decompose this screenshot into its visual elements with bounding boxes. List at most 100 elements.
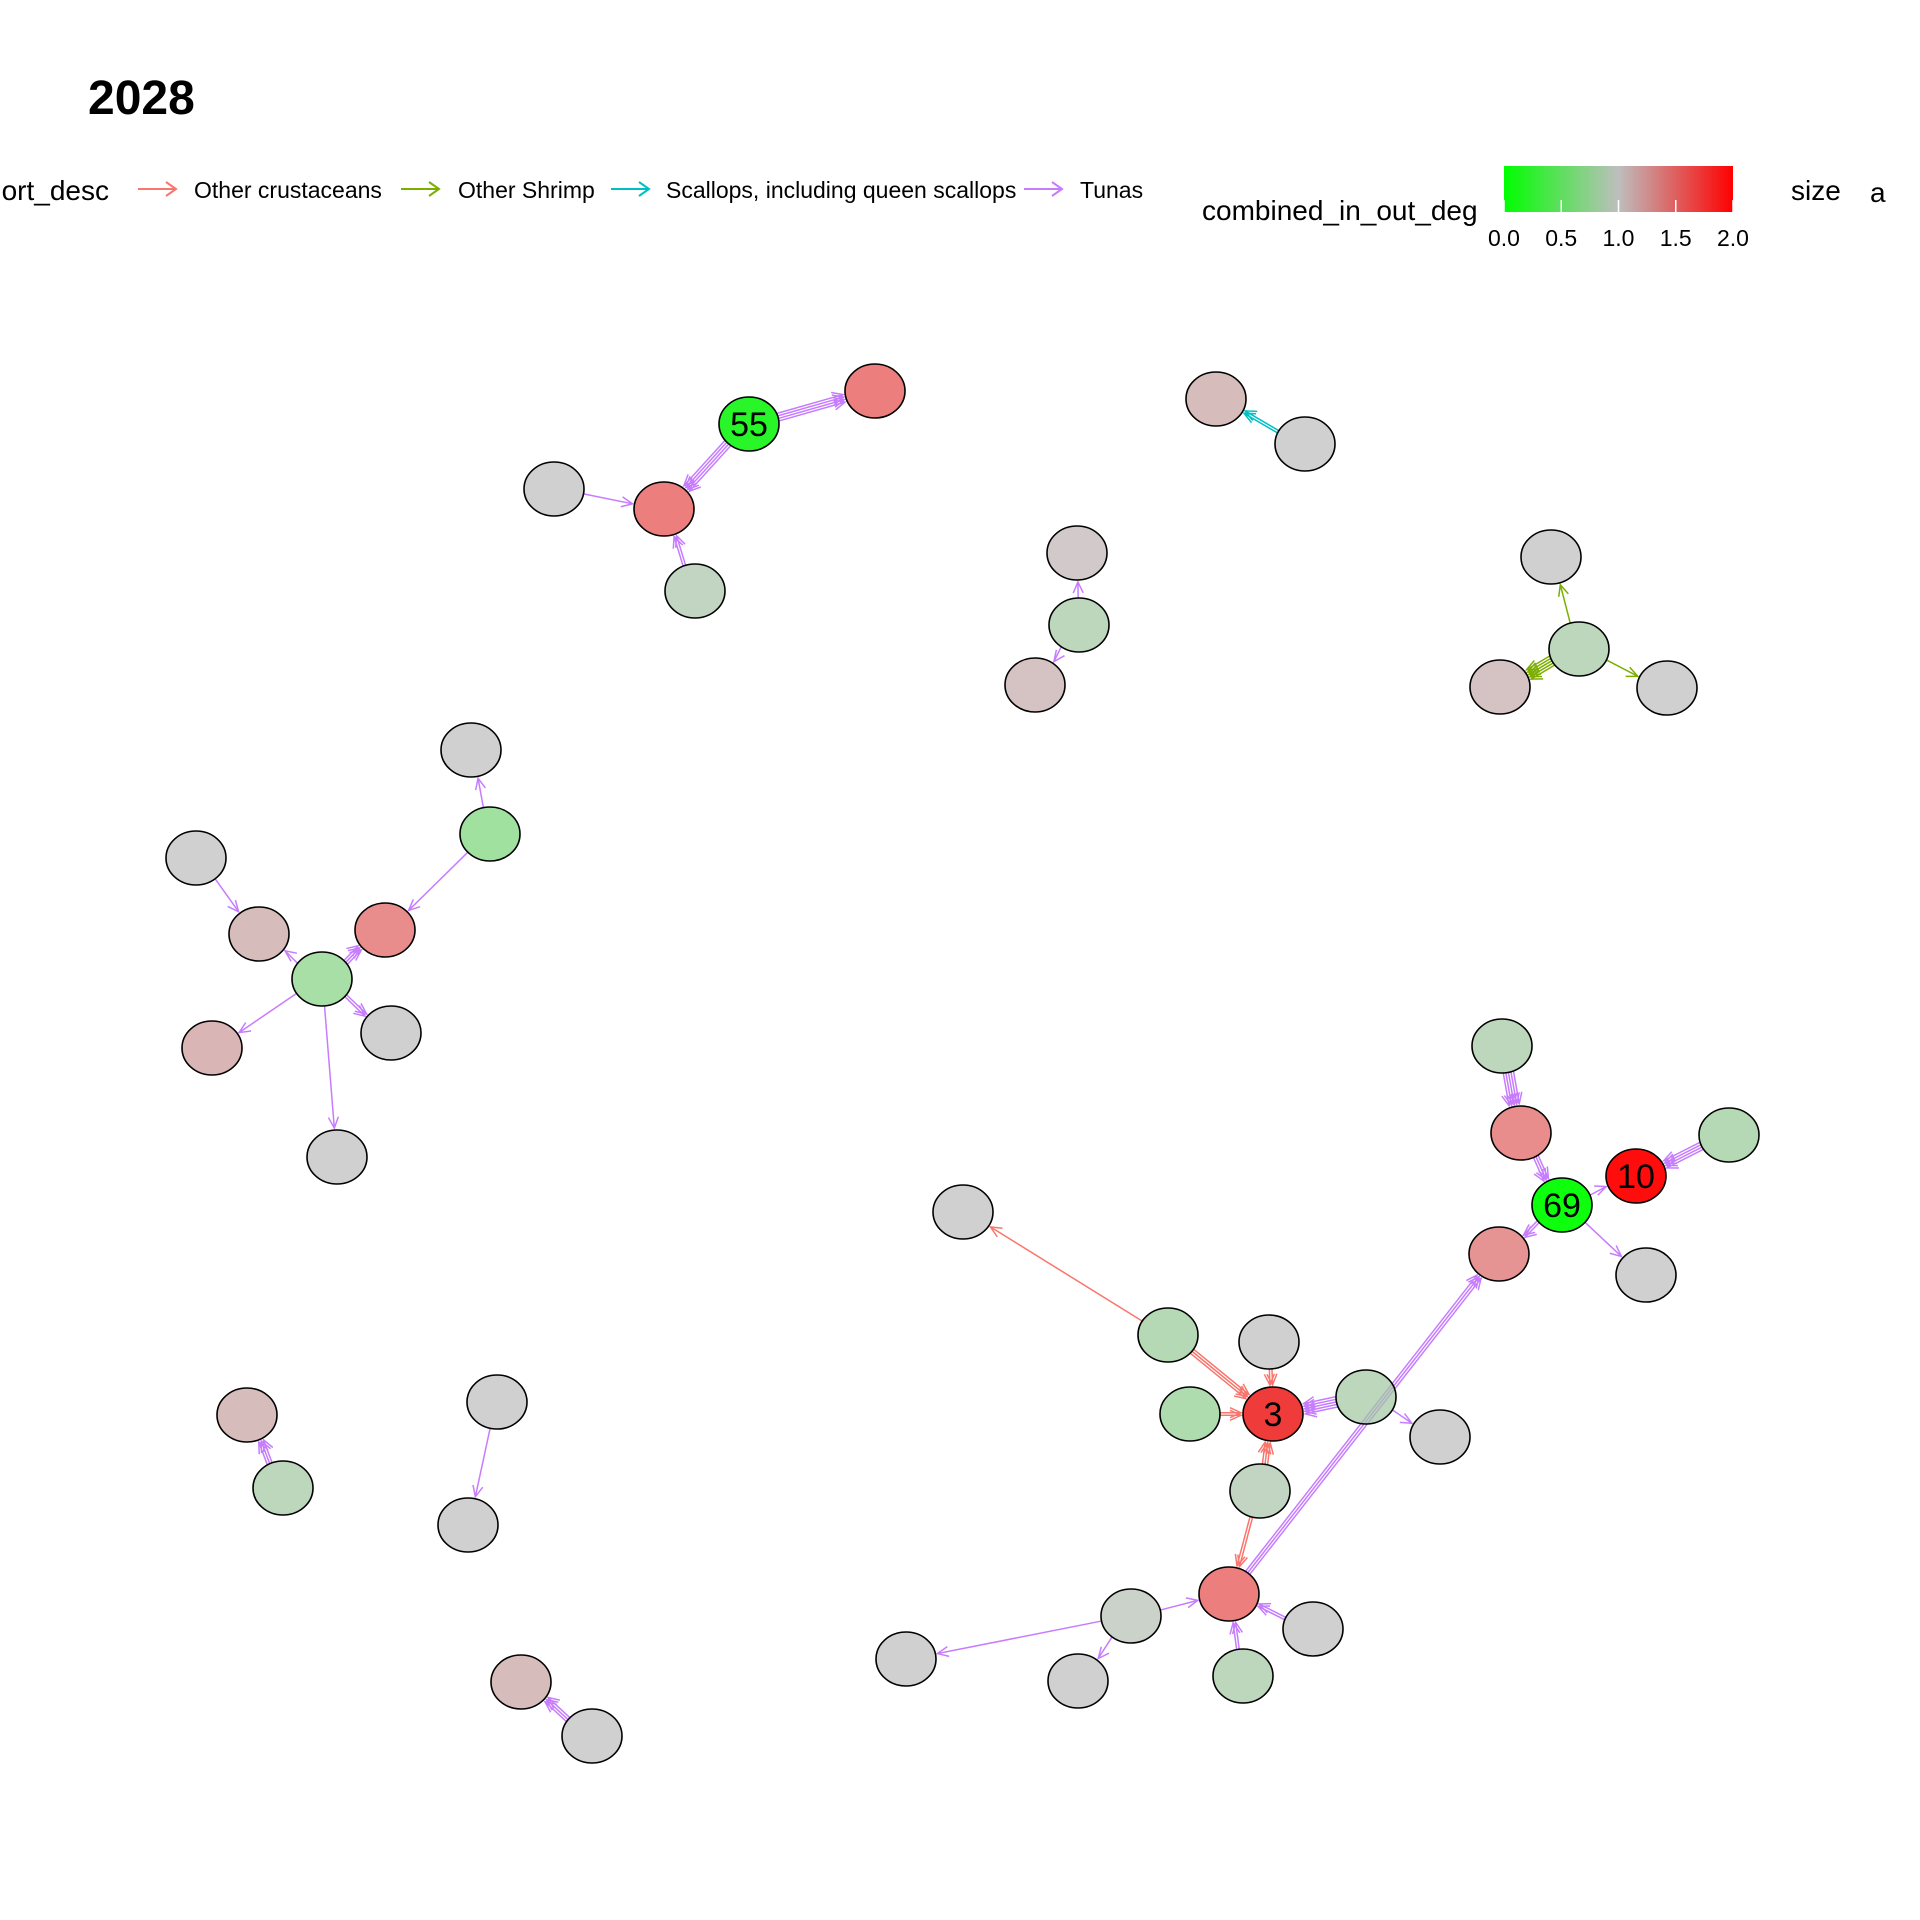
edge-line	[1191, 1350, 1248, 1398]
node-circle	[291, 951, 353, 1007]
edge-arrowhead	[407, 899, 421, 912]
edge-g7-n3	[1257, 1440, 1275, 1465]
node-circle	[437, 1497, 499, 1553]
edge-arrowhead	[1594, 1185, 1608, 1196]
edge-arrowhead	[1522, 1224, 1536, 1237]
edge-line	[685, 441, 728, 489]
edge-line	[1238, 1517, 1254, 1567]
color-legend: combined_in_out_deg 0.0 0.5 1.0 1.5 2.0	[1202, 166, 1749, 251]
edge-f1-f2	[1501, 1071, 1523, 1108]
nodes: 55 10 69 3	[165, 363, 1760, 1764]
node-circle	[459, 806, 521, 862]
edge-arrowhead	[1609, 1245, 1623, 1258]
edge-line	[1257, 1605, 1286, 1621]
edge-n55-a1	[776, 391, 847, 422]
node-g9	[1100, 1588, 1162, 1644]
node-circle	[1520, 529, 1582, 585]
node-circle	[875, 1631, 937, 1687]
edge-line	[1532, 1157, 1545, 1182]
edge-arrowhead	[1185, 1597, 1200, 1609]
node-e2	[459, 806, 521, 862]
node-e9	[306, 1129, 368, 1185]
edge-n69-f4	[1522, 1220, 1540, 1239]
edge-line	[1559, 584, 1571, 624]
node-circle	[1469, 659, 1531, 715]
edge-n69-f5	[1584, 1221, 1623, 1258]
node-circle	[932, 1184, 994, 1240]
edge-arrowhead	[1501, 1093, 1513, 1108]
node-n3: 3	[1242, 1386, 1304, 1442]
edge-arrowhead	[1242, 412, 1257, 424]
edge-arrowhead	[1243, 410, 1258, 421]
edge-legend-title: short_desc	[0, 175, 109, 206]
node-n55: 55	[718, 396, 780, 452]
node-e8	[360, 1005, 422, 1061]
edge-arrowhead	[472, 1484, 484, 1499]
edge-a4-a3	[672, 533, 687, 567]
edge-line	[776, 393, 844, 415]
node-f2	[1490, 1105, 1552, 1161]
node-circle	[664, 563, 726, 619]
edge-line	[675, 535, 687, 566]
edge-arrowhead	[1538, 1166, 1550, 1181]
node-g1	[932, 1184, 994, 1240]
edge-f2-n69	[1532, 1154, 1550, 1183]
node-d1	[1520, 529, 1582, 585]
edge-line	[214, 878, 240, 913]
node-b2	[1274, 416, 1336, 472]
edge-legend-arrow-other-crustaceans	[165, 181, 178, 197]
edge-g13-g8	[1229, 1620, 1244, 1650]
edge-legend-label-tunas: Tunas	[1080, 177, 1143, 203]
edge-legend: short_desc Other crustaceans Other Shrim…	[0, 175, 1143, 206]
edge-line	[1258, 1603, 1287, 1619]
node-label: 10	[1617, 1158, 1655, 1196]
edge-arrowhead	[227, 899, 240, 914]
node-circle	[1468, 1226, 1530, 1282]
edge-line	[1234, 1622, 1240, 1650]
edge-arrowhead	[1237, 1383, 1251, 1396]
colorbar-ticks: 0.0 0.5 1.0 1.5 2.0	[1488, 200, 1749, 251]
edge-arrowhead	[1266, 1373, 1278, 1387]
edge-line	[1502, 1073, 1510, 1106]
node-a4	[664, 563, 726, 619]
edge-a2-a3	[583, 493, 635, 508]
node-circle	[228, 906, 290, 962]
node-circle	[354, 902, 416, 958]
node-h4	[437, 1497, 499, 1553]
edge-g3-n3	[1263, 1368, 1278, 1387]
edge-e6-e4	[283, 949, 299, 964]
node-f3	[1698, 1107, 1760, 1163]
node-g2	[1137, 1307, 1199, 1363]
edge-arrowhead	[1557, 583, 1569, 597]
edge-g9-g8	[1160, 1597, 1200, 1611]
node-circle	[844, 363, 906, 419]
edge-legend-label-scallops: Scallops, including queen scallops	[666, 177, 1016, 203]
edge-arrowhead	[1229, 1621, 1241, 1635]
node-circle	[1004, 657, 1066, 713]
edge-line	[778, 398, 845, 420]
edge-line	[1097, 1636, 1113, 1659]
edge-arrowhead	[327, 1116, 340, 1130]
node-circle	[1615, 1247, 1677, 1303]
node-circle	[1409, 1409, 1471, 1465]
node-circle	[718, 396, 780, 452]
node-e4	[228, 906, 290, 962]
edge-arrowhead	[1256, 1605, 1271, 1616]
edge-line	[1522, 1220, 1539, 1236]
node-g13	[1212, 1648, 1274, 1704]
edge-arrowhead	[349, 948, 363, 961]
edge-g2-g1	[988, 1225, 1143, 1322]
node-d4	[1636, 660, 1698, 716]
edge-arrowhead	[935, 1645, 950, 1658]
edge-line	[1391, 1409, 1413, 1424]
edge-e6-e8	[344, 994, 369, 1018]
edge-arrowhead	[1257, 1602, 1272, 1614]
node-circle	[252, 1460, 314, 1516]
edge-arrowhead	[1625, 666, 1640, 678]
edge-c2-c3	[1052, 646, 1065, 664]
edge-arrowhead	[545, 1698, 559, 1711]
node-e1	[440, 722, 502, 778]
edge-g2-n3	[1189, 1348, 1251, 1400]
node-circle	[165, 830, 227, 886]
